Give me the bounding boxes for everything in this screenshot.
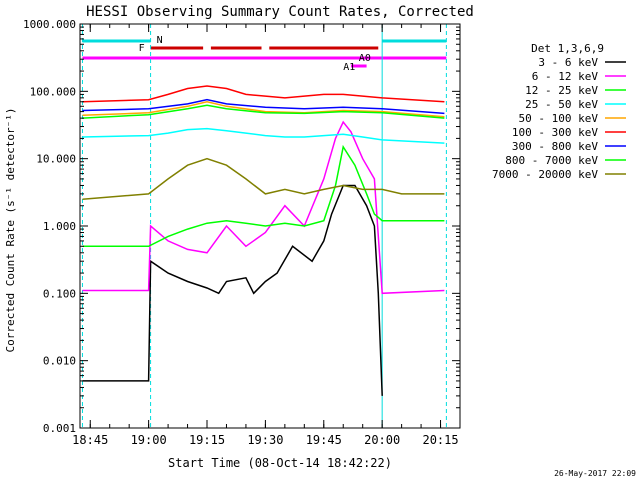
series-line-4 [82,127,445,144]
legend-entry-label: 100 - 300 keV [512,126,598,139]
series-line-9 [82,157,445,200]
night-flag-label: N [157,35,163,46]
x-axis-label: Start Time (08-Oct-14 18:42:22) [168,456,392,470]
y-axis-label: Corrected Count Rate (s⁻¹ detector⁻¹) [4,107,17,352]
series-line-6 [82,85,445,103]
series-line-3 [82,144,445,248]
series-line-8 [82,104,445,119]
legend-entry-label: 50 - 100 keV [519,112,599,125]
y-tick-label: 10.000 [36,153,76,166]
x-tick-label: 19:45 [306,433,342,447]
legend-entry-label: 800 - 7000 keV [505,154,598,167]
legend-entry-label: 7000 - 20000 keV [492,168,598,181]
chart-title: HESSI Observing Summary Count Rates, Cor… [86,4,474,20]
x-tick-label: 18:45 [72,433,108,447]
series-group [82,85,445,396]
legend-entry-label: 300 - 800 keV [512,140,598,153]
legend-entry-label: 12 - 25 keV [525,84,598,97]
series-line-7 [82,98,445,115]
flag-bars: N F A1 A0 [82,35,447,73]
y-tick-label: 0.100 [43,287,76,300]
legend-title: Det 1,3,6,9 [531,42,604,55]
series-line-2 [82,120,445,295]
y-tick-label: 0.001 [43,422,76,435]
x-tick-label: 19:00 [131,433,167,447]
footer-date: 26-May-2017 22:09 [554,469,636,478]
y-tick-label: 0.010 [43,355,76,368]
series-line-1 [82,184,383,396]
x-tick-label: 20:15 [422,433,458,447]
legend-entry-label: 25 - 50 keV [525,98,598,111]
x-tick-label: 19:15 [189,433,225,447]
attenuator-flag-label: A1 [343,62,355,73]
series-line-5 [82,101,445,118]
attenuator-state-label: A0 [359,53,371,64]
x-tick-label: 20:00 [364,433,400,447]
legend-entry-label: 6 - 12 keV [532,70,599,83]
axes: 1000.000 100.000 10.000 1.000 0.100 0.010 0.00… [23,18,461,447]
legend-entry-label: 3 - 6 keV [538,56,598,69]
flare-flag-label: F [139,43,145,54]
y-tick-label: 1000.000 [23,18,76,31]
x-tick-label: 19:30 [247,433,283,447]
y-tick-label: 100.000 [30,85,76,98]
y-tick-label: 1.000 [43,220,76,233]
